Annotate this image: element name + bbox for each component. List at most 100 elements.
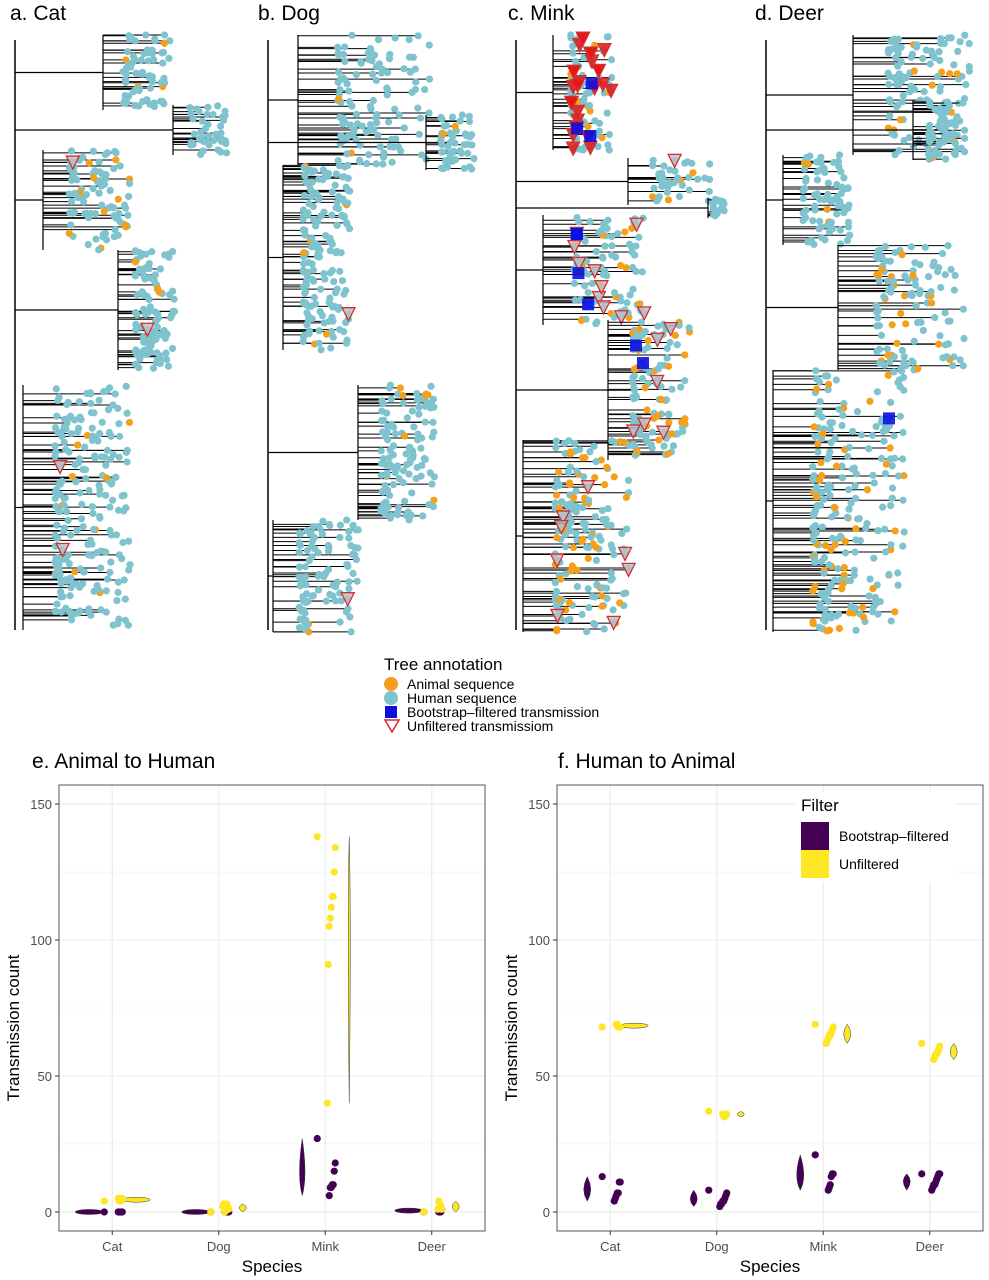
- tip-marker: [900, 136, 908, 145]
- tip-marker: [604, 505, 612, 513]
- tip-marker: [342, 608, 350, 616]
- tip-marker: [51, 531, 59, 539]
- tip-marker: [222, 139, 230, 148]
- tip-marker: [98, 201, 106, 209]
- tip-marker: [378, 65, 387, 74]
- tip-marker: [391, 34, 399, 42]
- data-point: [325, 1192, 333, 1200]
- tip-marker: [896, 412, 905, 420]
- tip-marker: [111, 225, 119, 234]
- tip-marker: [896, 116, 904, 124]
- tip-marker: [106, 186, 114, 195]
- tip-marker: [308, 234, 316, 242]
- tip-marker: [679, 427, 687, 436]
- tip-marker: [835, 610, 843, 618]
- filter-legend-title: Filter: [801, 796, 839, 815]
- tip-marker: [953, 70, 961, 78]
- tip-marker: [944, 242, 952, 250]
- tip-marker: [109, 496, 117, 504]
- tip-marker: [617, 261, 625, 270]
- tip-marker: [416, 114, 425, 122]
- tip-marker: [618, 529, 626, 538]
- x-tick-label: Deer: [418, 1239, 447, 1254]
- transmission-triangle-marker: [593, 279, 610, 296]
- tip-marker: [112, 531, 121, 539]
- tip-marker: [341, 43, 349, 51]
- tip-marker: [300, 191, 308, 200]
- tip-marker: [605, 130, 613, 139]
- tip-marker: [81, 443, 89, 451]
- tip-marker: [65, 229, 73, 237]
- tip-marker: [567, 567, 575, 575]
- tip-marker: [900, 472, 908, 480]
- tip-marker: [965, 67, 973, 75]
- transmission-triangle-marker: [603, 83, 619, 99]
- tip-marker: [57, 588, 65, 596]
- tip-marker: [957, 144, 965, 152]
- tip-marker: [124, 621, 132, 629]
- tip-marker: [302, 598, 310, 607]
- tip-marker: [630, 372, 638, 380]
- tip-marker: [838, 474, 847, 482]
- tip-marker: [57, 608, 65, 616]
- tip-marker: [834, 157, 842, 165]
- tip-marker: [821, 236, 829, 244]
- tip-marker: [663, 354, 671, 362]
- tip-marker: [427, 382, 435, 390]
- tip-marker: [962, 81, 970, 89]
- tip-marker: [95, 177, 103, 185]
- tip-marker: [956, 38, 964, 46]
- y-tick-label: 0: [45, 1205, 52, 1220]
- tip-marker: [720, 200, 728, 208]
- tip-marker: [685, 324, 693, 332]
- tip-marker: [296, 530, 304, 538]
- tip-marker: [425, 75, 434, 83]
- tip-marker: [853, 407, 862, 416]
- tip-marker: [336, 521, 345, 529]
- tip-marker: [306, 186, 315, 194]
- tip-marker: [101, 150, 109, 159]
- tip-marker: [123, 446, 131, 454]
- tip-marker: [106, 568, 114, 577]
- tip-marker: [566, 500, 574, 508]
- tip-marker: [60, 423, 68, 431]
- tip-marker: [164, 362, 173, 370]
- tip-marker: [116, 162, 124, 170]
- tip-marker: [608, 242, 616, 250]
- data-point: [313, 1134, 321, 1143]
- tip-marker: [872, 422, 880, 431]
- tip-marker: [578, 610, 586, 619]
- tip-marker: [566, 448, 574, 456]
- tip-marker: [816, 195, 824, 203]
- violin: [690, 1189, 698, 1207]
- tip-marker: [950, 61, 958, 69]
- data-point: [822, 1039, 830, 1047]
- tip-marker: [389, 480, 397, 489]
- data-point: [610, 1197, 618, 1205]
- y-tick-label: 0: [543, 1205, 550, 1220]
- tip-marker: [591, 513, 599, 521]
- tip-marker: [837, 202, 845, 210]
- tip-marker: [809, 463, 817, 471]
- tip-marker: [120, 491, 128, 499]
- tip-marker: [125, 566, 133, 574]
- legend-label: Unfiltered: [839, 856, 899, 872]
- tip-marker: [625, 441, 633, 450]
- tip-marker: [302, 580, 310, 589]
- tip-marker: [465, 117, 474, 126]
- tip-marker: [663, 344, 671, 353]
- tip-marker: [328, 211, 336, 219]
- tip-marker: [296, 582, 305, 590]
- tip-marker: [326, 269, 334, 277]
- tip-marker: [84, 540, 92, 549]
- tip-marker: [72, 478, 80, 486]
- tip-marker: [388, 158, 396, 166]
- tip-marker: [846, 577, 854, 585]
- tip-marker: [412, 78, 420, 86]
- tip-marker: [881, 257, 889, 265]
- tip-marker: [552, 601, 560, 610]
- data-point: [705, 1107, 713, 1115]
- tip-marker: [421, 418, 429, 426]
- tip-marker: [941, 341, 950, 349]
- tip-marker: [845, 443, 853, 452]
